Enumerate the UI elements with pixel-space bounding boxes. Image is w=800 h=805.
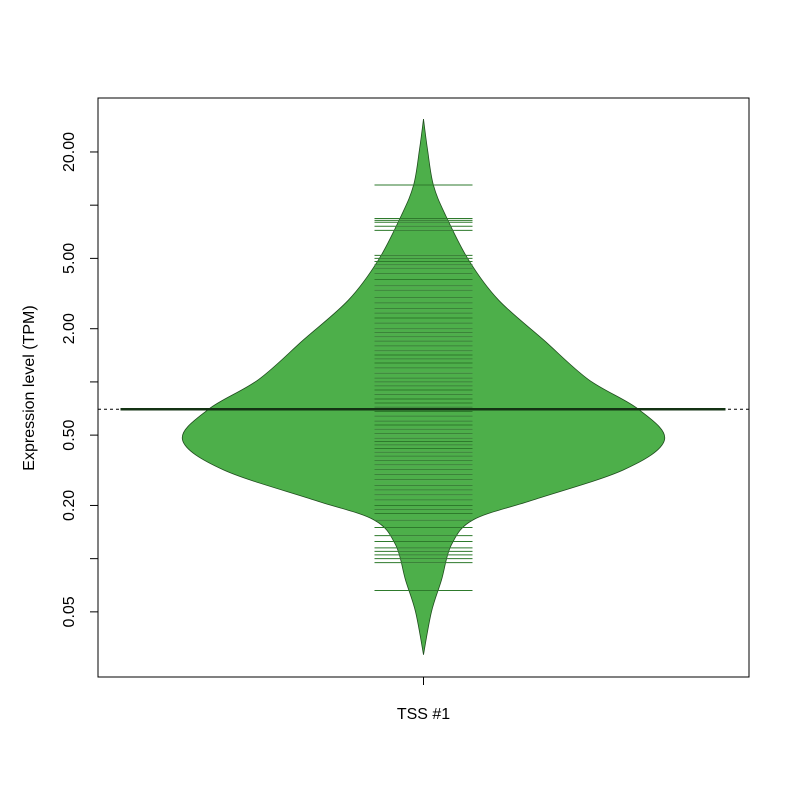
y-tick-label: 20.00 [61,132,78,172]
bean-right [423,119,666,655]
y-tick-label: 0.20 [61,490,78,521]
y-axis-label: Expression level (TPM) [21,305,38,470]
x-tick-label: TSS #1 [397,706,450,723]
y-tick-label: 0.50 [61,419,78,450]
y-tick-label: 0.05 [61,596,78,627]
y-tick-label: 2.00 [61,313,78,344]
y-tick-label: 5.00 [61,243,78,274]
bean-left [181,119,424,655]
